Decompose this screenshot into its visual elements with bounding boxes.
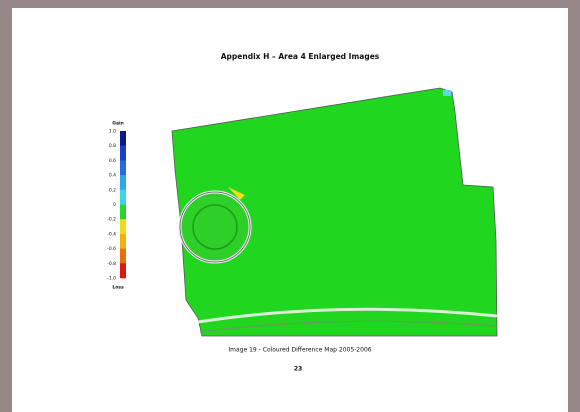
map-gain-spot bbox=[443, 90, 451, 96]
page: Appendix H – Area 4 Enlarged Images Gain… bbox=[0, 0, 580, 412]
difference-map bbox=[172, 88, 497, 336]
legend-label: 0.4 bbox=[109, 173, 116, 179]
legend-label: -0.4 bbox=[107, 231, 116, 237]
legend-swatch bbox=[120, 205, 126, 220]
legend-swatch bbox=[120, 146, 126, 161]
legend-swatch bbox=[120, 175, 126, 190]
legend-label: 0.6 bbox=[109, 158, 116, 164]
page-number: 23 bbox=[294, 366, 302, 373]
caption: Image 19 - Coloured Difference Map 2005-… bbox=[228, 347, 371, 354]
legend-swatch bbox=[120, 263, 126, 278]
legend-label: 0 bbox=[113, 202, 116, 208]
legend-label: -0.2 bbox=[107, 217, 116, 223]
legend-label: -0.8 bbox=[107, 261, 116, 267]
legend-label: 1.0 bbox=[109, 129, 116, 135]
legend-top-label: Gain bbox=[112, 121, 123, 127]
legend-swatch bbox=[120, 160, 126, 175]
legend-bottom-label: Loss bbox=[112, 285, 124, 291]
legend-label: 0.2 bbox=[109, 187, 116, 193]
legend-swatch bbox=[120, 131, 126, 146]
legend-swatch bbox=[120, 249, 126, 264]
legend-label: -0.6 bbox=[107, 246, 116, 252]
legend-label: -1.0 bbox=[107, 276, 116, 282]
legend-swatch bbox=[120, 219, 126, 234]
title: Appendix H – Area 4 Enlarged Images bbox=[221, 52, 380, 61]
legend-swatch bbox=[120, 234, 126, 249]
document: Appendix H – Area 4 Enlarged Images Gain… bbox=[0, 0, 580, 412]
legend-swatch bbox=[120, 190, 126, 205]
legend-label: 0.8 bbox=[109, 143, 116, 149]
